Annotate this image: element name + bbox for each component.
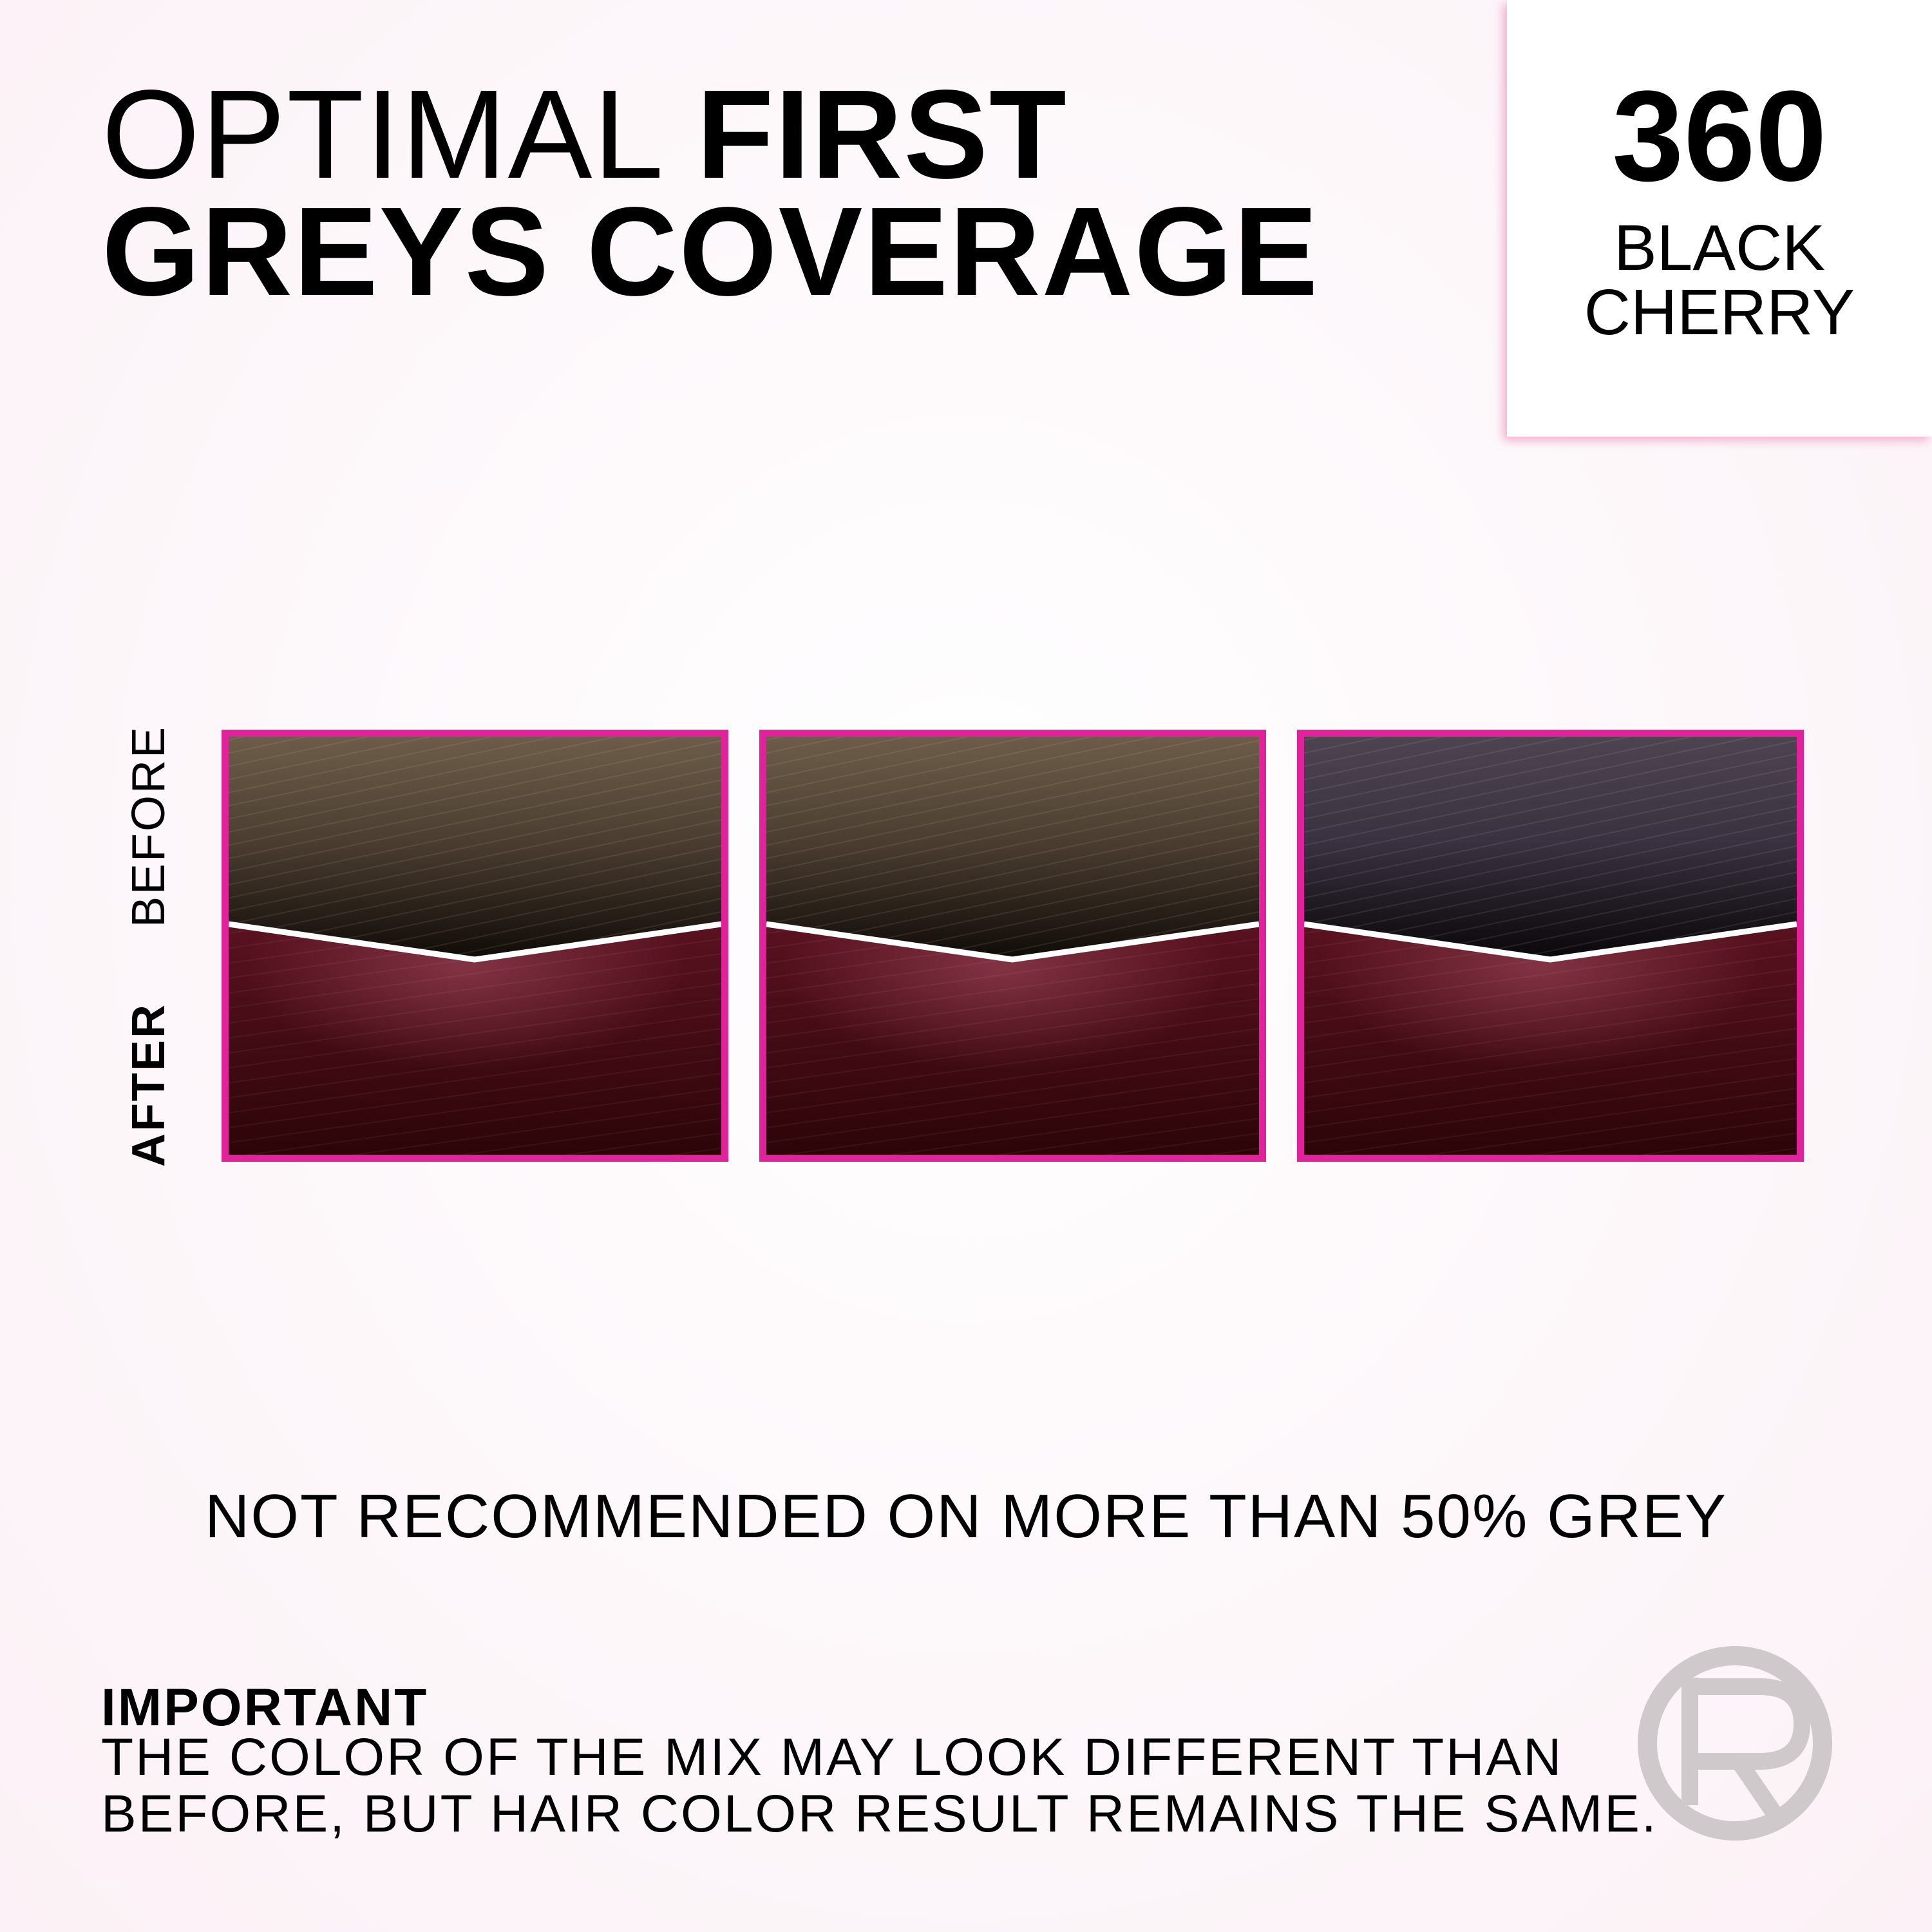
divider-line: [229, 921, 721, 963]
after-label: AFTER: [123, 1003, 175, 1167]
shade-name-line1: BLACK: [1614, 212, 1825, 284]
title-bold-line2: GREYS COVERAGE: [102, 181, 1320, 322]
title-bold: FIRST: [696, 64, 1068, 205]
title-light: OPTIMAL: [102, 64, 661, 205]
hair-swatch-2: [759, 730, 1266, 1162]
important-line2: BEFORE, BUT HAIR COLOR RESULT REMAINS TH…: [101, 1785, 1658, 1843]
before-label: BEFORE: [123, 724, 175, 927]
page-title: OPTIMAL FIRST GREYS COVERAGE: [102, 71, 1319, 315]
important-text: THE COLOR OF THE MIX MAY LOOK DIFFERENT …: [101, 1729, 1711, 1842]
divider-line: [1304, 921, 1797, 963]
shade-name-line2: CHERRY: [1584, 276, 1855, 348]
shade-number: 360: [1612, 64, 1827, 208]
brand-r-circle-icon: [1638, 1646, 1832, 1841]
shade-name: BLACK CHERRY: [1507, 216, 1932, 345]
after-hair-image: [1304, 924, 1797, 1155]
important-line1: THE COLOR OF THE MIX MAY LOOK DIFFERENT …: [101, 1728, 1564, 1786]
hair-swatch-3: [1297, 730, 1804, 1162]
hair-swatch-1: [222, 730, 728, 1162]
after-hair-image: [229, 924, 721, 1155]
shade-badge: 360 BLACK CHERRY: [1507, 0, 1932, 437]
grey-coverage-notice: NOT RECOMMENDED ON MORE THAN 50% GREY: [204, 1482, 1728, 1551]
after-hair-image: [766, 924, 1259, 1155]
divider-line: [766, 921, 1259, 963]
important-heading: IMPORTANT: [101, 1678, 429, 1737]
